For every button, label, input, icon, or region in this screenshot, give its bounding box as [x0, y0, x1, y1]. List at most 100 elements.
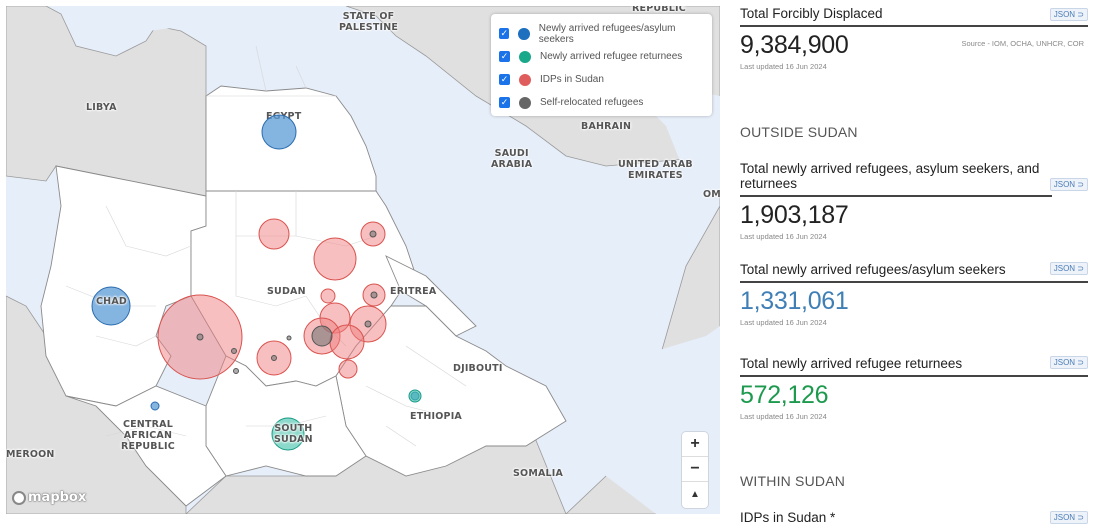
legend-dot-icon: [519, 96, 531, 109]
json-button[interactable]: JSON ⊃: [1049, 8, 1088, 21]
zoom-in-button[interactable]: +: [682, 432, 708, 457]
legend-item-idps[interactable]: ✓ IDPs in Sudan: [499, 68, 704, 91]
legend-dot-icon: [518, 27, 530, 40]
data-circles-layer: [91, 114, 422, 451]
marker-idp-north[interactable]: [258, 218, 290, 250]
label-bahrain: BAHRAIN: [581, 121, 632, 132]
stat-source: Source - IOM, OCHA, UNHCR, COR: [961, 39, 1084, 48]
label-cameroon: MEROON: [6, 449, 55, 460]
marker-self-relocated-1[interactable]: [231, 348, 237, 354]
marker-self-relocated-red-sea[interactable]: [369, 230, 377, 238]
label-eritrea: ERITREA: [390, 286, 437, 297]
land-ethiopia: [335, 305, 567, 477]
marker-ethiopia-returnees[interactable]: [408, 389, 422, 403]
mapbox-wordmark: mapbox: [28, 490, 87, 505]
legend-label: IDPs in Sudan: [540, 74, 604, 85]
zoom-controls: + − ▲: [682, 432, 708, 508]
marker-self-relocated-south-kordofan[interactable]: [271, 355, 277, 361]
label-djibouti: DJIBOUTI: [453, 363, 503, 374]
divider: [740, 375, 1088, 377]
label-south-sudan: SOUTH SUDAN: [274, 423, 313, 445]
legend-dot-icon: [519, 73, 531, 86]
stat-title: Total newly arrived refugees, asylum see…: [740, 161, 1040, 191]
label-chad: CHAD: [96, 296, 127, 307]
compass-button[interactable]: ▲: [682, 482, 708, 507]
marker-idp-sennar[interactable]: [329, 324, 365, 360]
legend-checkbox-returnees[interactable]: ✓: [499, 51, 510, 62]
divider: [740, 281, 1088, 283]
label-saudi-arabia: SAUDI ARABIA: [491, 148, 533, 170]
legend-checkbox-refugees[interactable]: ✓: [499, 28, 510, 39]
stat-updated: Last updated 16 Jun 2024: [740, 318, 827, 327]
legend-item-refugees[interactable]: ✓ Newly arrived refugees/asylum seekers: [499, 22, 704, 45]
json-button[interactable]: JSON ⊃: [1049, 178, 1088, 191]
label-state-of-palestine: STATE OF PALESTINE: [339, 11, 399, 33]
marker-car[interactable]: [150, 401, 160, 411]
legend-checkbox-self-relocated[interactable]: ✓: [499, 97, 510, 108]
stat-idps: IDPs in Sudan * JSON ⊃: [740, 510, 1088, 525]
label-oman: OMA: [703, 189, 720, 200]
stats-panel: Total Forcibly Displaced JSON ⊃ Source -…: [740, 0, 1088, 525]
mapbox-logo-icon: [12, 490, 26, 505]
label-uae: UNITED ARAB EMIRATES: [618, 159, 693, 181]
stat-refugees: Total newly arrived refugees/asylum seek…: [740, 262, 1088, 327]
marker-egypt[interactable]: [261, 114, 297, 150]
label-sudan: SUDAN: [267, 286, 306, 297]
map-legend: ✓ Newly arrived refugees/asylum seekers …: [491, 14, 712, 116]
compass-icon: ▲: [690, 489, 700, 500]
mapbox-logo[interactable]: mapbox: [12, 490, 86, 505]
stat-value: 572,126: [740, 381, 829, 409]
stat-returnees: Total newly arrived refugee returnees JS…: [740, 356, 1088, 421]
json-button[interactable]: JSON ⊃: [1049, 511, 1088, 524]
sea-red-sea: [376, 61, 586, 366]
stat-updated: Last updated 16 Jun 2024: [740, 62, 827, 71]
label-car: CENTRAL AFRICAN REPUBLIC: [121, 419, 175, 452]
land-eritrea: [385, 255, 477, 337]
sea-mediterranean: [66, 6, 346, 56]
json-button[interactable]: JSON ⊃: [1049, 356, 1088, 369]
legend-checkbox-idps[interactable]: ✓: [499, 74, 510, 85]
zoom-out-button[interactable]: −: [682, 457, 708, 482]
label-libya: LIBYA: [86, 102, 117, 113]
stat-value: 1,331,061: [740, 287, 849, 315]
marker-south-sudan[interactable]: [271, 417, 305, 451]
stat-total-forcibly-displaced: Total Forcibly Displaced JSON ⊃ Source -…: [740, 6, 1088, 71]
label-ethiopia: ETHIOPIA: [410, 411, 462, 422]
marker-idp-blue-nile[interactable]: [338, 359, 358, 379]
marker-self-relocated-khartoum[interactable]: [311, 325, 333, 347]
marker-self-relocated-2[interactable]: [233, 368, 239, 374]
marker-chad[interactable]: [91, 286, 131, 326]
land-arabia: [345, 6, 720, 514]
marker-idp-river-nile[interactable]: [313, 237, 357, 281]
legend-label: Self-relocated refugees: [540, 97, 644, 108]
stat-title: Total newly arrived refugee returnees: [740, 356, 963, 371]
section-heading-outside-sudan: OUTSIDE SUDAN: [740, 124, 858, 140]
legend-dot-icon: [519, 50, 531, 63]
stat-title: Total newly arrived refugees/asylum seek…: [740, 262, 1006, 277]
stat-title: IDPs in Sudan *: [740, 510, 836, 525]
marker-self-relocated-3[interactable]: [286, 335, 292, 341]
label-republic: REPUBLIC: [632, 6, 686, 14]
map[interactable]: STATE OF PALESTINE REPUBLIC LIBYA EGYPT …: [6, 6, 720, 514]
stat-outside-total: Total newly arrived refugees, asylum see…: [740, 161, 1088, 241]
section-heading-within-sudan: WITHIN SUDAN: [740, 473, 846, 489]
json-button[interactable]: JSON ⊃: [1049, 262, 1088, 275]
sea-indian-ocean: [546, 326, 720, 514]
stat-value: 1,903,187: [740, 201, 849, 229]
legend-label: Newly arrived refugee returnees: [540, 51, 683, 62]
marker-self-relocated-darfur[interactable]: [196, 333, 204, 341]
land-libya: [6, 6, 207, 197]
marker-self-relocated-gedaref[interactable]: [364, 320, 372, 328]
stat-updated: Last updated 16 Jun 2024: [740, 412, 827, 421]
label-somalia: SOMALIA: [513, 468, 564, 479]
legend-label: Newly arrived refugees/asylum seekers: [538, 22, 676, 45]
marker-self-relocated-kassala[interactable]: [370, 291, 378, 299]
divider: [740, 25, 1088, 27]
stat-title: Total Forcibly Displaced: [740, 6, 883, 21]
land-car: [65, 385, 227, 507]
divider: [740, 195, 1052, 197]
marker-idp-khartoum-north[interactable]: [320, 288, 336, 304]
legend-item-returnees[interactable]: ✓ Newly arrived refugee returnees: [499, 45, 704, 68]
stat-value: 9,384,900: [740, 31, 849, 59]
legend-item-self-relocated[interactable]: ✓ Self-relocated refugees: [499, 91, 704, 114]
